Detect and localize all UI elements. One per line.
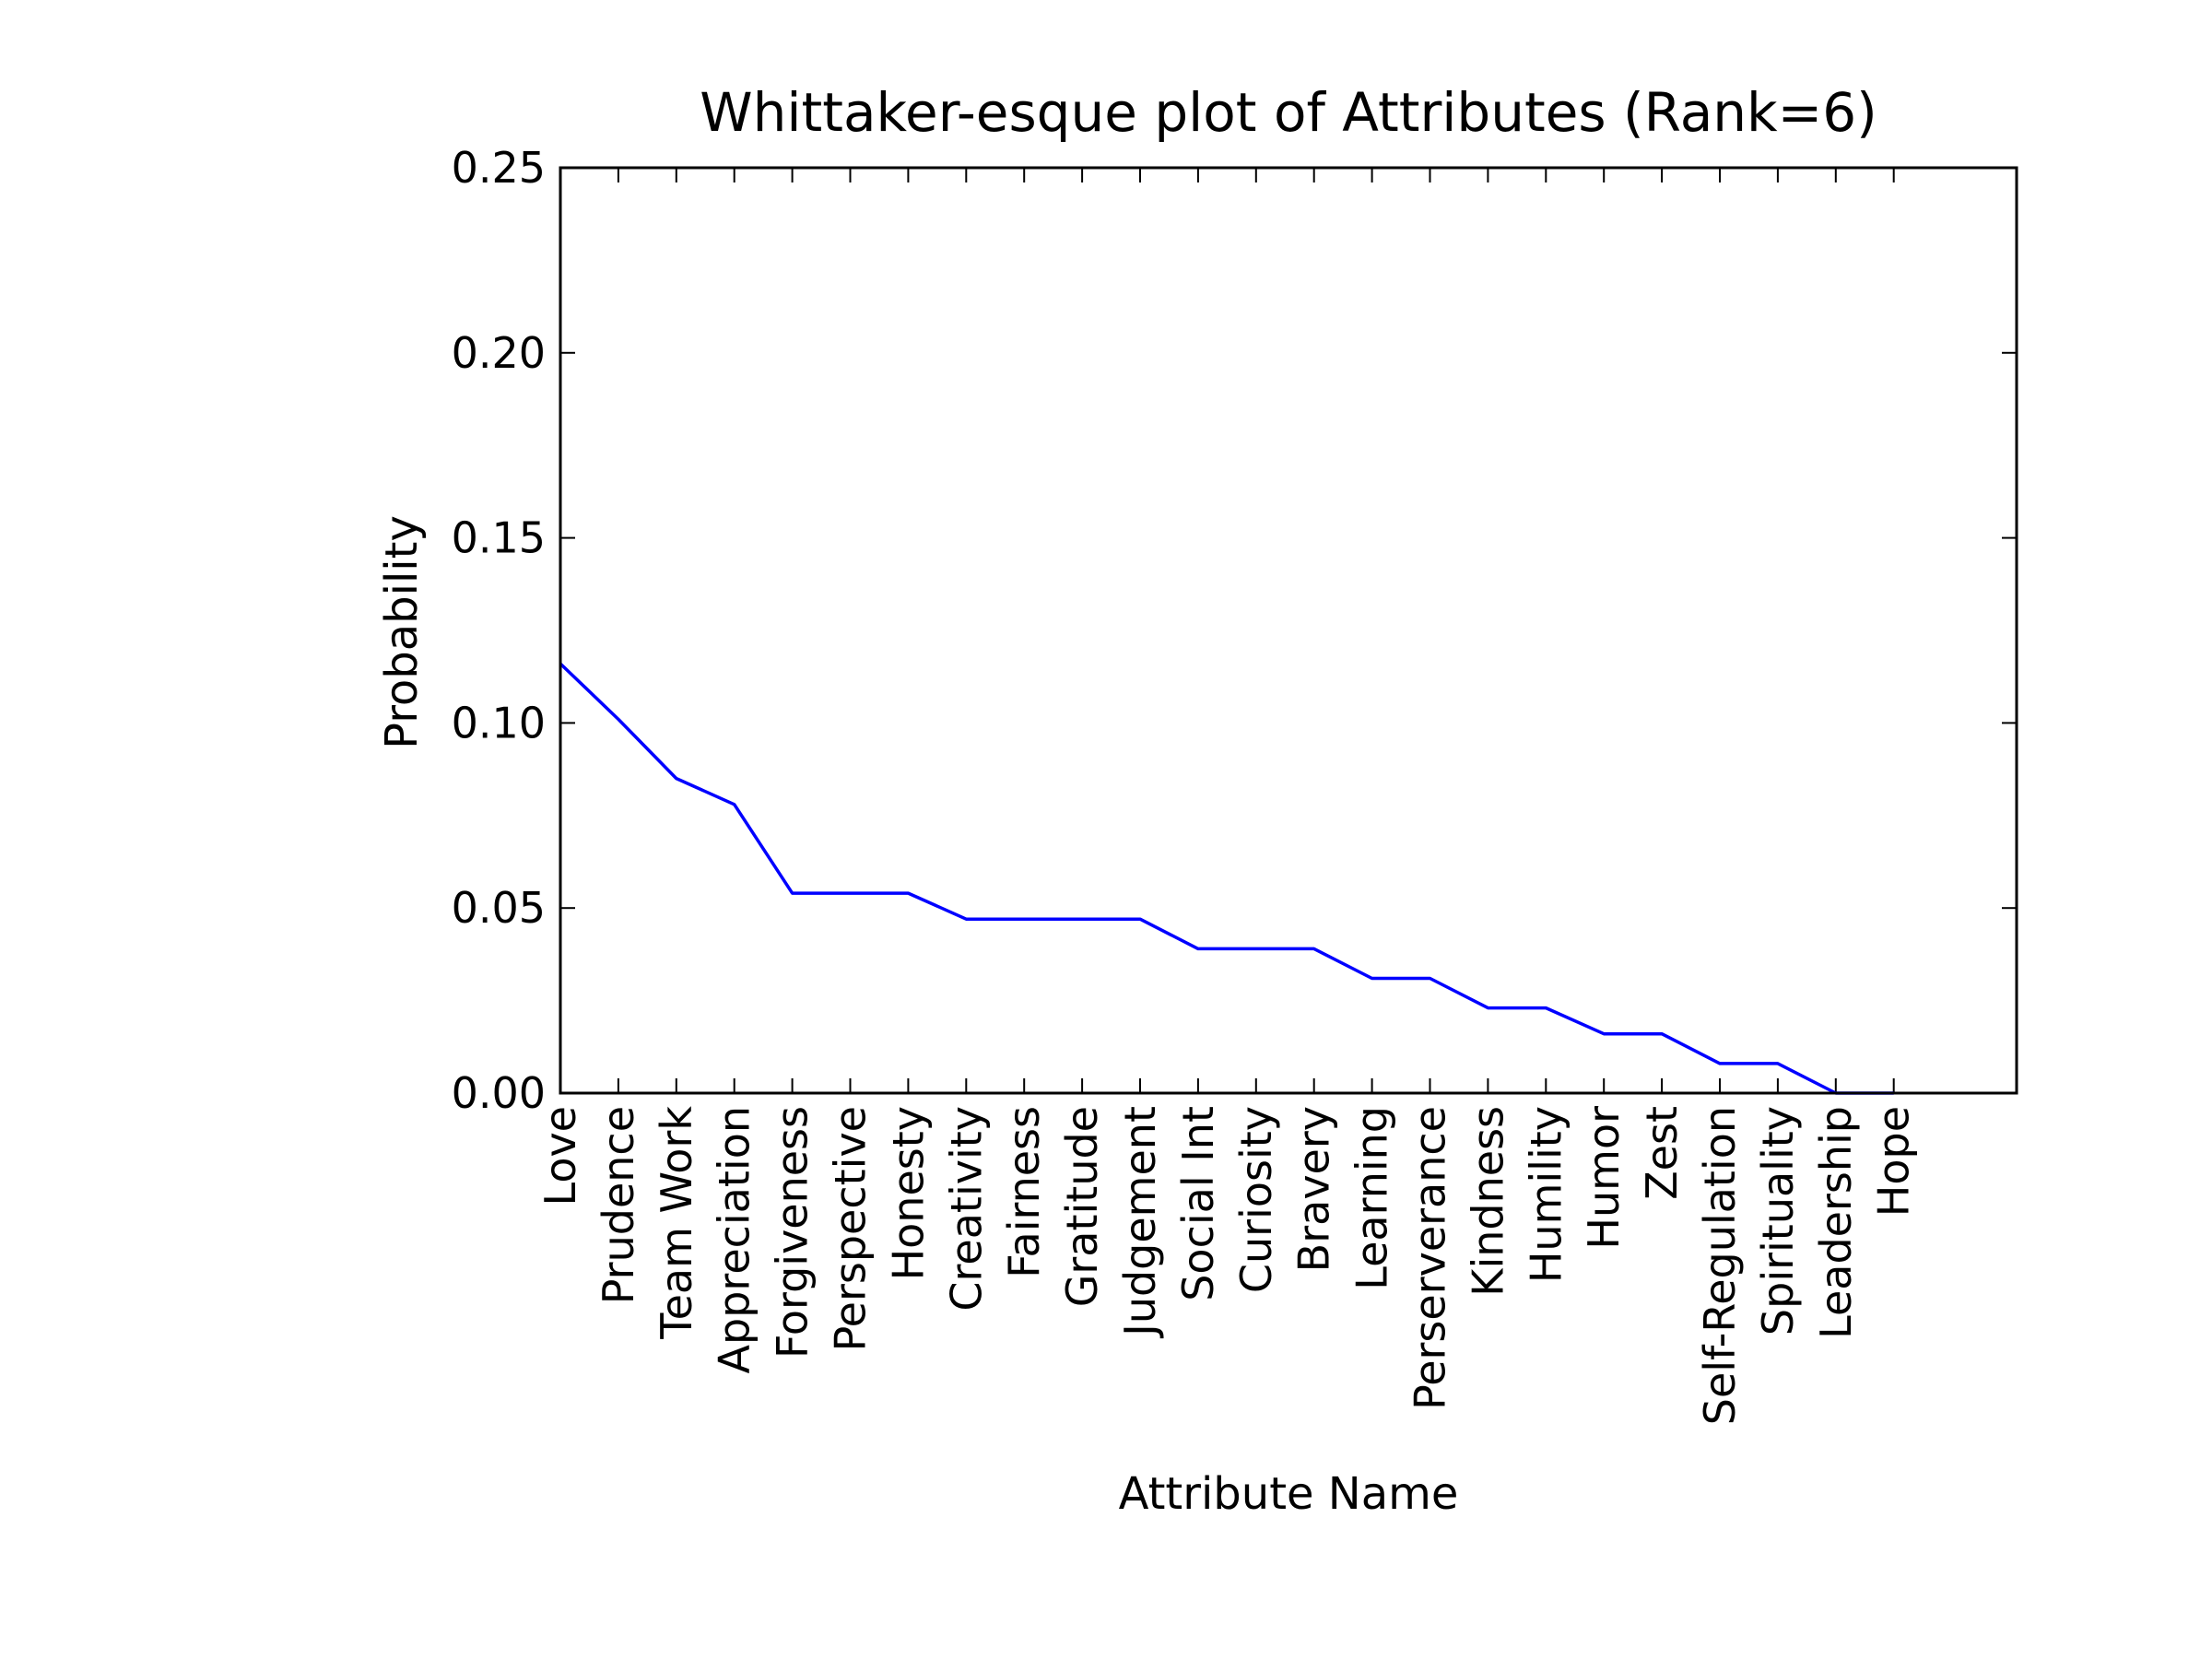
x-tick-label: Bravery [1289, 1106, 1339, 1272]
x-tick-label: Humor [1579, 1106, 1629, 1250]
x-tick-label: Forgiveness [768, 1106, 818, 1359]
y-axis-label: Probability [376, 515, 428, 749]
x-axis-ticks: Love Prudence Team Work Appreciation Forgive… [535, 168, 1919, 1425]
data-points [559, 664, 1894, 1094]
y-tick-label: 0.10 [452, 698, 546, 747]
x-tick-label: Perserverance [1406, 1106, 1455, 1410]
x-tick-label: Hope [1869, 1106, 1919, 1217]
x-tick-label: Team Work [652, 1106, 701, 1340]
y-axis-ticks: 0.00 0.05 0.10 0.15 0.20 0.25 [452, 143, 2017, 1118]
x-tick-label: Appreciation [710, 1106, 759, 1373]
y-tick-label: 0.20 [452, 328, 546, 378]
x-tick-label: Judgement [1115, 1106, 1165, 1339]
y-tick-label: 0.25 [452, 143, 546, 193]
x-tick-label: Gratitude [1057, 1106, 1107, 1307]
x-tick-label: Learning [1347, 1106, 1397, 1290]
x-axis-label: Attribute Name [1119, 1468, 1459, 1520]
x-tick-label: Prudence [594, 1106, 643, 1304]
x-tick-label: Honesty [883, 1106, 933, 1280]
y-tick-label: 0.05 [452, 883, 546, 933]
chart-title: Whittaker-esque plot of Attributes (Rank… [700, 81, 1877, 144]
x-tick-label: Perspective [826, 1106, 876, 1351]
x-tick-label: Love [535, 1106, 585, 1206]
x-tick-label: Creativity [941, 1106, 991, 1312]
y-tick-label: 0.00 [452, 1068, 546, 1118]
x-tick-label: Fairness [999, 1106, 1049, 1278]
x-tick-label: Humility [1521, 1106, 1571, 1283]
plot-frame [559, 166, 2018, 1095]
x-tick-label: Kindness [1463, 1106, 1512, 1297]
x-tick-label: Curiosity [1231, 1106, 1281, 1293]
y-tick-label: 0.15 [452, 513, 546, 563]
x-tick-label: Leadership [1811, 1106, 1861, 1339]
x-tick-label: Spirituality [1753, 1106, 1803, 1335]
series-line [559, 662, 1894, 1095]
x-tick-label: Self-Regulation [1695, 1106, 1745, 1425]
x-tick-label: Social Int [1173, 1106, 1223, 1301]
x-tick-label: Zest [1637, 1106, 1687, 1200]
